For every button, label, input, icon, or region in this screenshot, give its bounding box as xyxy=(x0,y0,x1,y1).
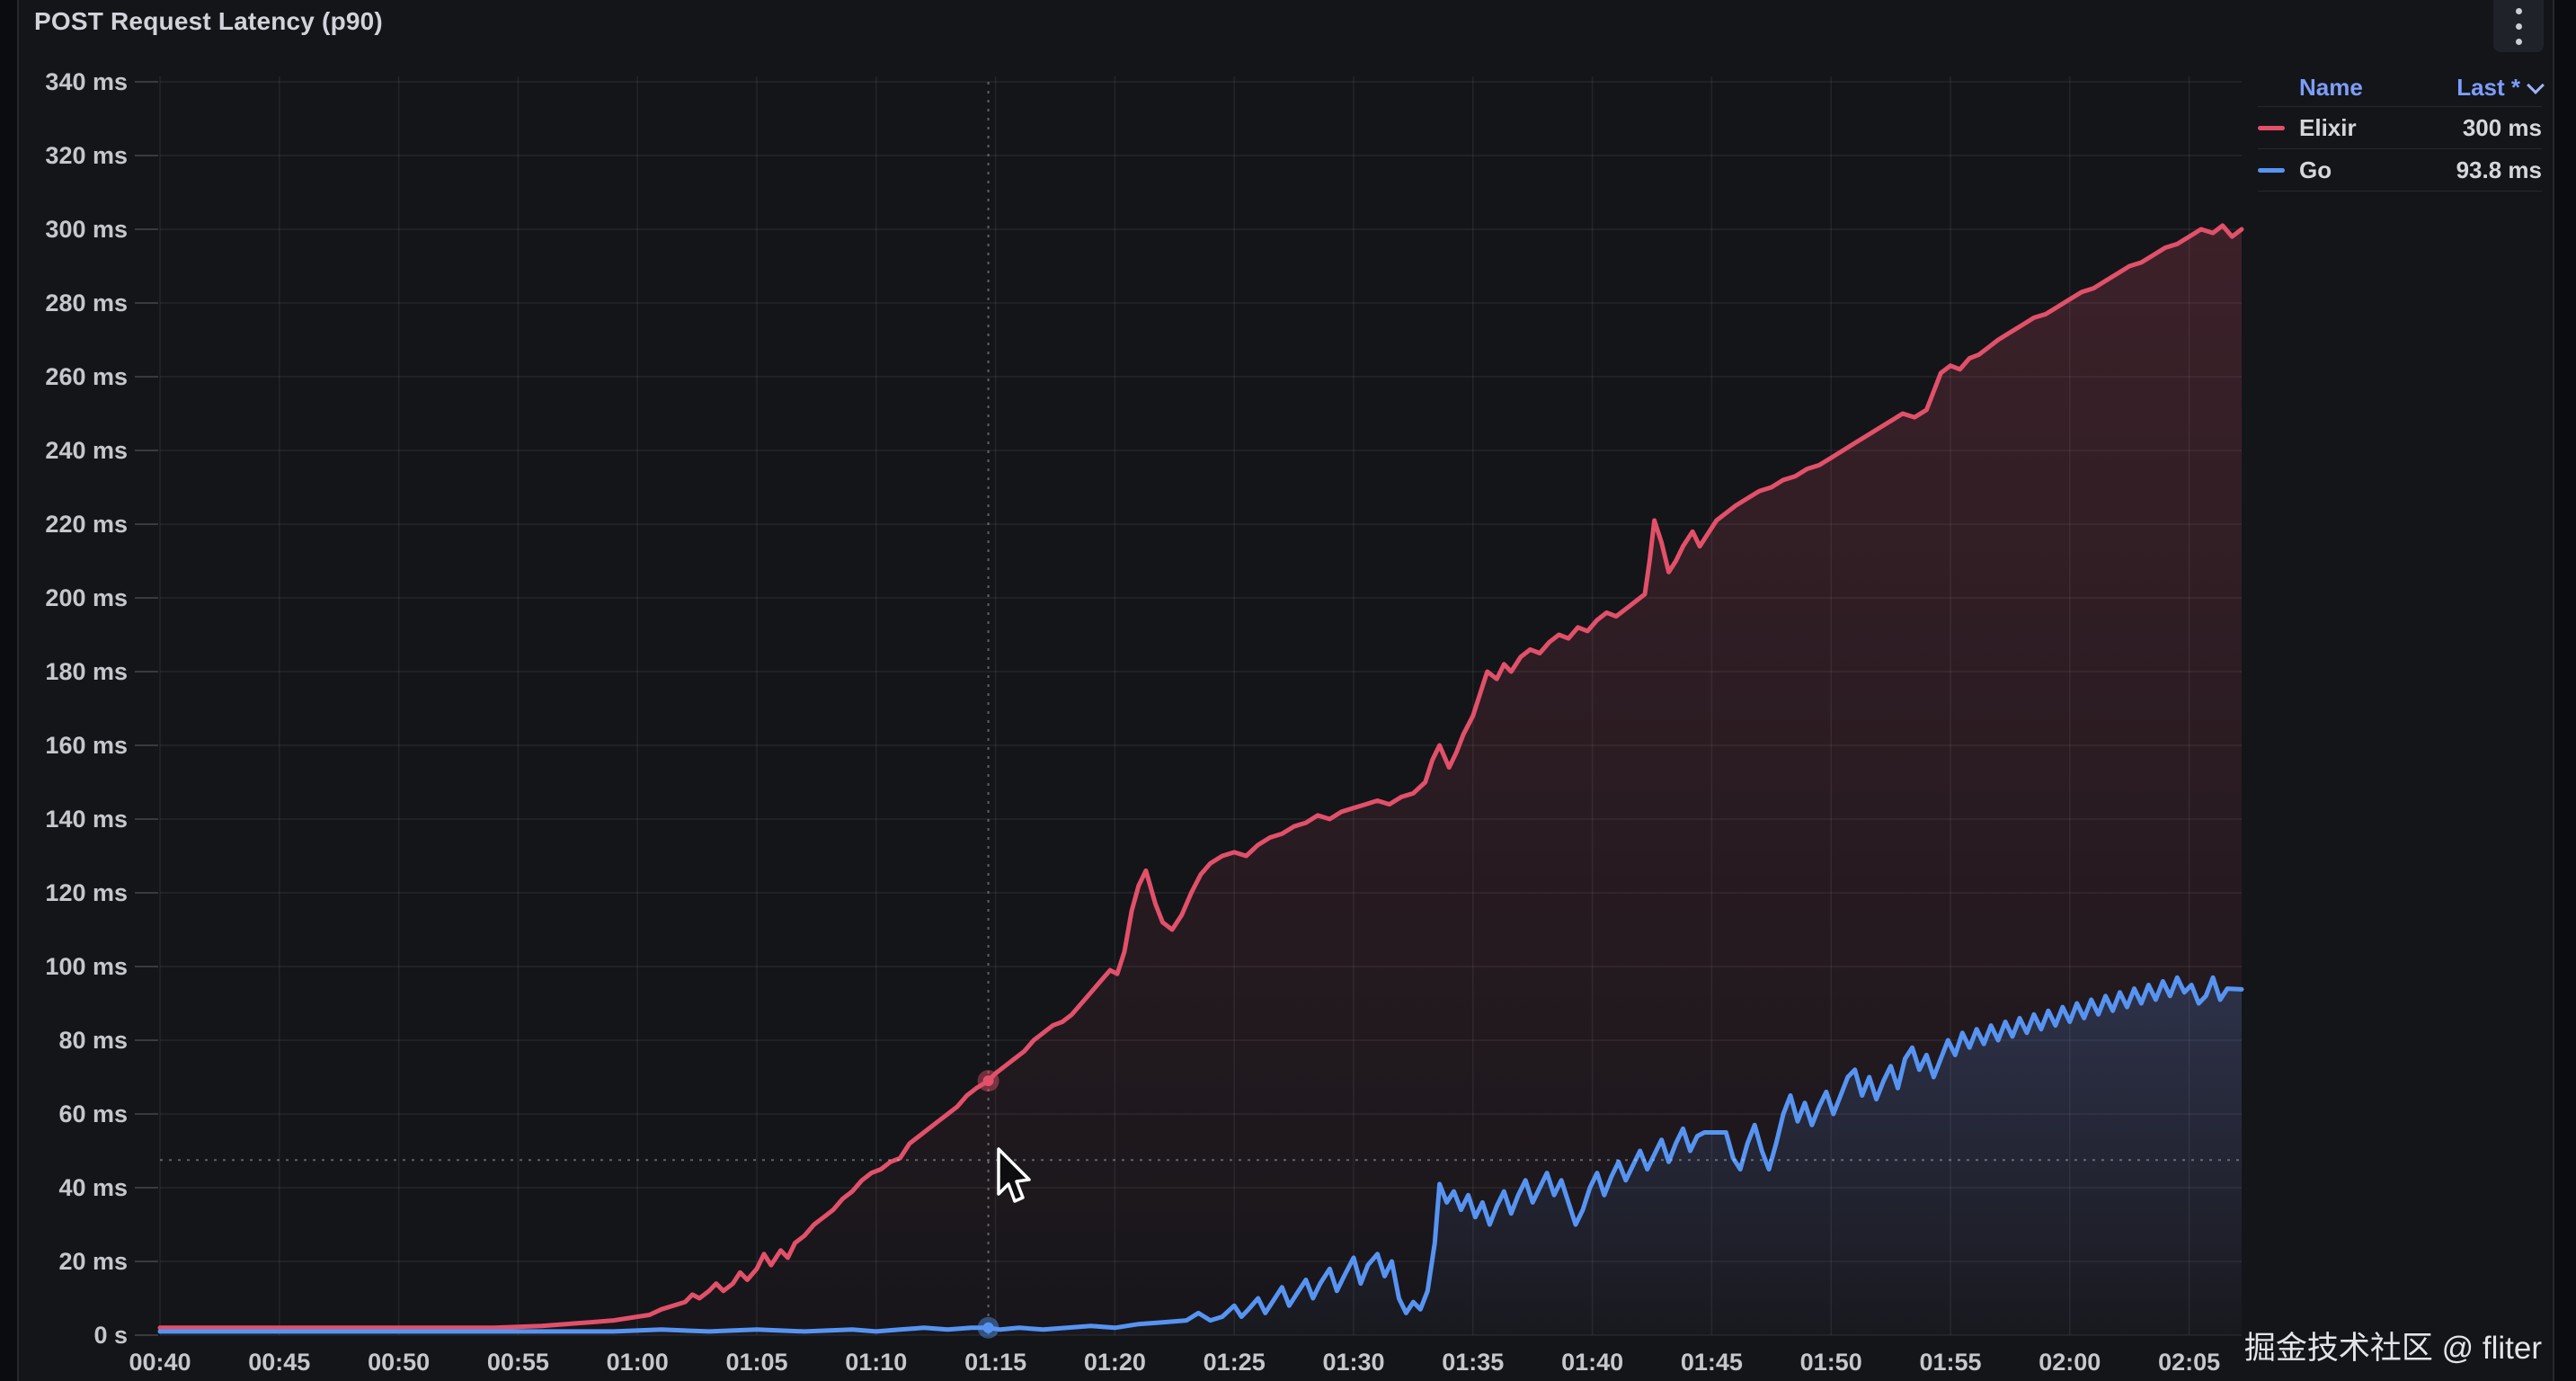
go-series-label[interactable]: Go xyxy=(2299,156,2332,183)
svg-text:220 ms: 220 ms xyxy=(45,511,128,538)
svg-text:01:20: 01:20 xyxy=(1084,1349,1146,1376)
svg-text:01:30: 01:30 xyxy=(1322,1349,1384,1376)
svg-text:01:10: 01:10 xyxy=(845,1349,907,1376)
svg-text:140 ms: 140 ms xyxy=(45,806,128,833)
svg-text:00:50: 00:50 xyxy=(368,1349,430,1376)
svg-text:01:35: 01:35 xyxy=(1442,1349,1504,1376)
svg-text:340 ms: 340 ms xyxy=(45,68,128,95)
svg-text:01:25: 01:25 xyxy=(1204,1349,1266,1376)
right-edge-strip xyxy=(2553,0,2576,1381)
legend-last-header[interactable]: Last * xyxy=(2456,73,2545,102)
svg-text:00:55: 00:55 xyxy=(487,1349,549,1376)
svg-text:02:05: 02:05 xyxy=(2158,1349,2220,1376)
left-edge-strip xyxy=(0,0,19,1381)
svg-text:00:40: 00:40 xyxy=(129,1349,191,1376)
chevron-down-icon xyxy=(2527,76,2545,94)
svg-text:320 ms: 320 ms xyxy=(45,142,128,169)
svg-text:01:05: 01:05 xyxy=(725,1349,787,1376)
latency-chart-canvas[interactable]: 0 s 20 ms 40 ms 60 ms 80 ms 100 ms 120 ms 140 m… xyxy=(19,0,2554,1381)
watermark: 掘金技术社区 @ fliter xyxy=(2243,1331,2542,1366)
svg-text:20 ms: 20 ms xyxy=(58,1248,128,1275)
elixir-series-swatch xyxy=(2258,125,2285,130)
panel-menu-button[interactable] xyxy=(2493,0,2544,52)
legend-row-go[interactable]: Go 93.8 ms xyxy=(2258,148,2542,192)
kebab-vertical-icon xyxy=(2515,7,2522,14)
svg-text:01:45: 01:45 xyxy=(1681,1349,1743,1376)
svg-text:0 s: 0 s xyxy=(93,1322,128,1349)
svg-text:180 ms: 180 ms xyxy=(45,658,128,685)
svg-text:01:40: 01:40 xyxy=(1561,1349,1623,1376)
legend-last-header-label: Last * xyxy=(2456,73,2520,101)
svg-text:60 ms: 60 ms xyxy=(58,1100,128,1127)
latency-panel: POST Request Latency (p90) 0 s 20 ms 40 ms… xyxy=(19,0,2554,1381)
svg-text:100 ms: 100 ms xyxy=(45,953,128,980)
legend-row-elixir[interactable]: Elixir 300 ms xyxy=(2258,106,2542,148)
svg-text:00:45: 00:45 xyxy=(248,1349,310,1376)
panel-title: POST Request Latency (p90) xyxy=(34,7,383,35)
svg-text:280 ms: 280 ms xyxy=(45,290,128,316)
go-series-swatch xyxy=(2258,167,2285,173)
svg-text:80 ms: 80 ms xyxy=(58,1027,128,1054)
kebab-vertical-icon xyxy=(2515,38,2522,45)
svg-text:300 ms: 300 ms xyxy=(45,216,128,243)
svg-text:01:50: 01:50 xyxy=(1800,1349,1862,1376)
svg-text:01:15: 01:15 xyxy=(964,1349,1026,1376)
svg-text:120 ms: 120 ms xyxy=(45,879,128,906)
svg-text:160 ms: 160 ms xyxy=(45,732,128,759)
go-last-value: 93.8 ms xyxy=(2456,156,2542,183)
legend: Name Last * Elixir 300 ms Go 93.8 ms xyxy=(2258,68,2545,192)
elixir-series-label[interactable]: Elixir xyxy=(2299,113,2357,141)
elixir-last-value: 300 ms xyxy=(2462,113,2542,141)
svg-text:200 ms: 200 ms xyxy=(45,584,128,611)
legend-header-row: Name Last * xyxy=(2258,68,2545,106)
svg-text:02:00: 02:00 xyxy=(2039,1349,2101,1376)
svg-text:40 ms: 40 ms xyxy=(58,1174,128,1201)
svg-text:01:00: 01:00 xyxy=(607,1349,669,1376)
svg-text:260 ms: 260 ms xyxy=(45,363,128,390)
svg-text:240 ms: 240 ms xyxy=(45,437,128,464)
legend-name-header[interactable]: Name xyxy=(2299,73,2363,101)
svg-text:01:55: 01:55 xyxy=(1919,1349,1981,1376)
kebab-vertical-icon xyxy=(2515,22,2522,30)
